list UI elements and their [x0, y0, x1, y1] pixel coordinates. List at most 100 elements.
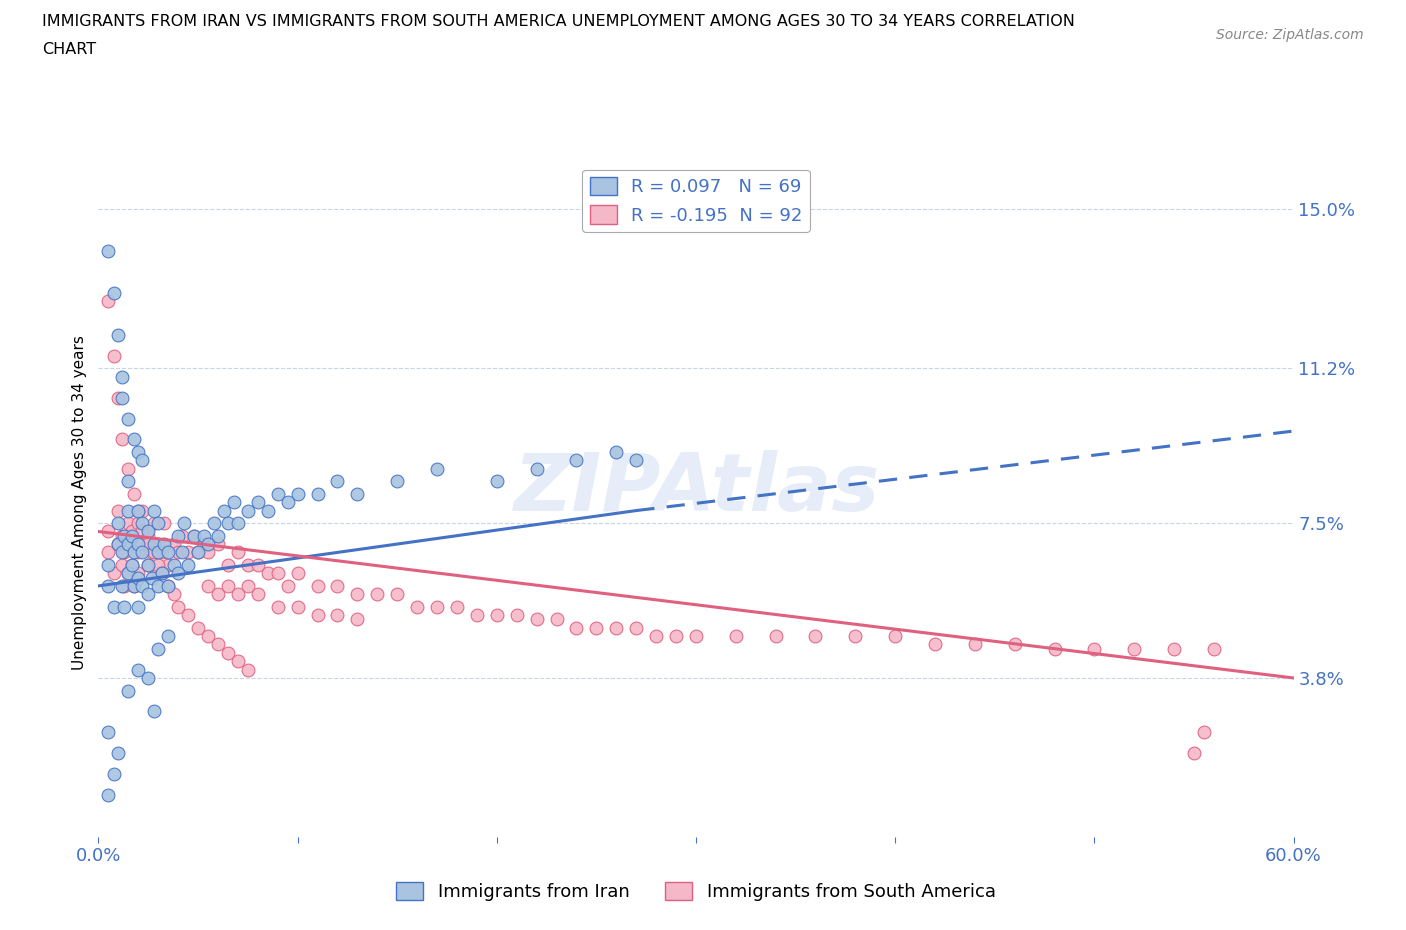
Point — [207, 537, 229, 551]
Point — [277, 578, 299, 593]
Point — [107, 327, 129, 342]
Point — [406, 600, 429, 615]
Point — [1123, 642, 1146, 657]
Point — [112, 528, 135, 543]
Point — [150, 565, 173, 580]
Point — [1192, 725, 1215, 740]
Point — [131, 537, 153, 551]
Point — [143, 516, 166, 531]
Point — [111, 528, 134, 543]
Point — [136, 587, 159, 602]
Point — [287, 600, 309, 615]
Point — [167, 528, 190, 543]
Point — [103, 600, 125, 615]
Point — [150, 565, 173, 580]
Point — [267, 486, 290, 501]
Point — [131, 453, 153, 468]
Point — [177, 545, 200, 560]
Point — [124, 578, 146, 593]
Point — [117, 565, 139, 580]
Point — [117, 516, 139, 531]
Point — [197, 537, 219, 551]
Point — [163, 558, 186, 573]
Point — [131, 545, 153, 560]
Point — [148, 565, 170, 580]
Point — [121, 558, 143, 573]
Point — [167, 600, 190, 615]
Point — [217, 516, 239, 531]
Point — [127, 503, 149, 518]
Point — [183, 528, 205, 543]
Point — [117, 565, 139, 580]
Point — [804, 629, 827, 644]
Point — [143, 537, 166, 551]
Point — [127, 565, 149, 580]
Point — [97, 525, 120, 539]
Point — [127, 570, 149, 585]
Point — [131, 503, 153, 518]
Point — [217, 578, 239, 593]
Point — [124, 545, 146, 560]
Point — [287, 565, 309, 580]
Point — [426, 461, 449, 476]
Point — [97, 294, 120, 309]
Point — [148, 642, 170, 657]
Point — [136, 558, 159, 573]
Point — [107, 516, 129, 531]
Point — [326, 474, 349, 489]
Point — [446, 600, 468, 615]
Point — [157, 578, 180, 593]
Point — [172, 528, 194, 543]
Text: CHART: CHART — [42, 42, 96, 57]
Point — [136, 537, 159, 551]
Point — [724, 629, 747, 644]
Point — [267, 600, 290, 615]
Point — [150, 545, 173, 560]
Point — [187, 545, 209, 560]
Point — [107, 537, 129, 551]
Point — [127, 662, 149, 677]
Point — [153, 516, 176, 531]
Point — [226, 516, 249, 531]
Point — [307, 578, 329, 593]
Point — [1004, 637, 1026, 652]
Point — [1202, 642, 1225, 657]
Point — [685, 629, 707, 644]
Point — [117, 503, 139, 518]
Point — [246, 558, 269, 573]
Point — [605, 620, 627, 635]
Point — [127, 516, 149, 531]
Point — [157, 558, 180, 573]
Point — [765, 629, 787, 644]
Point — [107, 503, 129, 518]
Point — [884, 629, 907, 644]
Point — [844, 629, 866, 644]
Point — [97, 244, 120, 259]
Point — [112, 600, 135, 615]
Point — [246, 495, 269, 510]
Point — [326, 608, 349, 623]
Point — [1083, 642, 1105, 657]
Point — [385, 474, 409, 489]
Point — [173, 516, 195, 531]
Point — [127, 545, 149, 560]
Point — [111, 369, 134, 384]
Point — [222, 495, 245, 510]
Point — [307, 486, 329, 501]
Point — [124, 432, 146, 447]
Point — [346, 486, 368, 501]
Point — [127, 600, 149, 615]
Point — [605, 445, 627, 459]
Point — [177, 558, 200, 573]
Point — [111, 578, 134, 593]
Text: IMMIGRANTS FROM IRAN VS IMMIGRANTS FROM SOUTH AMERICA UNEMPLOYMENT AMONG AGES 30: IMMIGRANTS FROM IRAN VS IMMIGRANTS FROM … — [42, 14, 1076, 29]
Point — [1163, 642, 1185, 657]
Point — [193, 528, 215, 543]
Point — [117, 537, 139, 551]
Point — [236, 662, 259, 677]
Point — [103, 565, 125, 580]
Point — [924, 637, 946, 652]
Point — [167, 565, 190, 580]
Point — [157, 578, 180, 593]
Point — [624, 620, 647, 635]
